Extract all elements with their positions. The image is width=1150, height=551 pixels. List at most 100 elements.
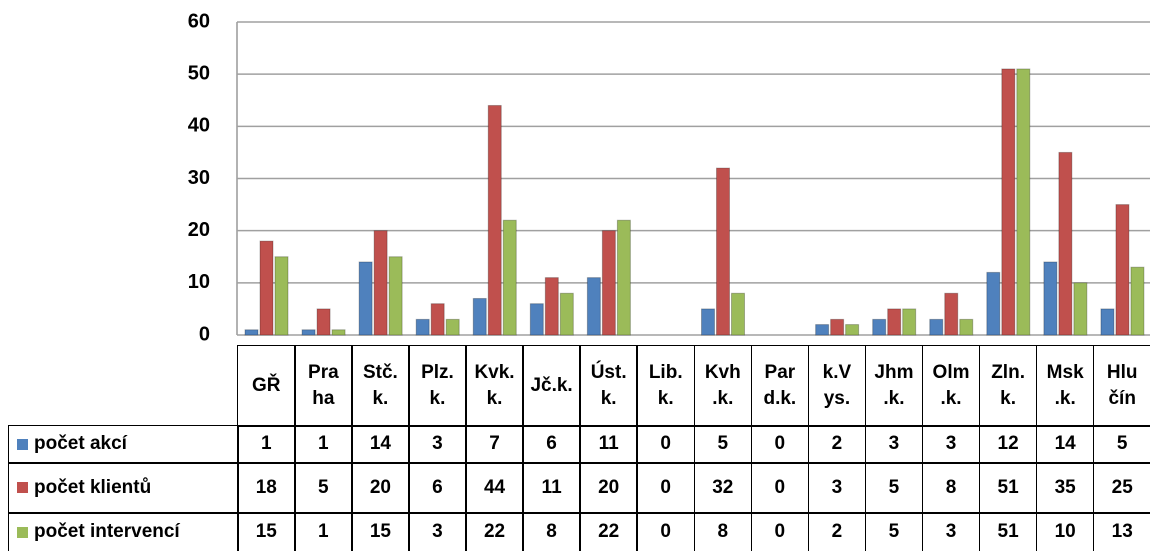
table-value: 1 bbox=[294, 425, 353, 464]
bar bbox=[902, 308, 917, 336]
table-value: 1 bbox=[294, 512, 353, 551]
table-value: 15 bbox=[351, 512, 410, 551]
table-value: 2 bbox=[807, 425, 867, 464]
category-label: Jhm .k. bbox=[864, 345, 924, 427]
bar bbox=[887, 308, 902, 336]
bar bbox=[845, 324, 860, 336]
category-label: Stč. k. bbox=[351, 345, 410, 427]
bar bbox=[959, 318, 974, 336]
table-value: 3 bbox=[408, 425, 467, 464]
bar bbox=[472, 297, 487, 336]
table-value: 3 bbox=[408, 512, 467, 551]
y-tick-label: 50 bbox=[188, 62, 210, 84]
table-value: 7 bbox=[465, 425, 524, 464]
bar bbox=[929, 318, 944, 336]
table-value: 0 bbox=[750, 462, 810, 514]
table-value: 0 bbox=[750, 512, 810, 551]
table-value: 0 bbox=[636, 512, 695, 551]
y-tick-label: 60 bbox=[188, 10, 210, 32]
table-value: 8 bbox=[522, 512, 581, 551]
category-label: Lib. k. bbox=[636, 345, 695, 427]
bar bbox=[586, 277, 601, 336]
category-label: Hlu čín bbox=[1092, 345, 1150, 427]
bar bbox=[1130, 266, 1145, 336]
table-value: 15 bbox=[237, 512, 296, 551]
y-tick-label: 0 bbox=[199, 323, 210, 345]
bar bbox=[872, 318, 887, 336]
table-value: 25 bbox=[1092, 462, 1150, 514]
table-value: 5 bbox=[1092, 425, 1150, 464]
table-value: 51 bbox=[978, 462, 1038, 514]
legend-label: počet intervencí bbox=[34, 521, 180, 543]
table-value: 6 bbox=[408, 462, 467, 514]
table-value: 5 bbox=[693, 425, 753, 464]
table-value: 44 bbox=[465, 462, 524, 514]
table-value: 6 bbox=[522, 425, 581, 464]
bar bbox=[1058, 151, 1073, 336]
category-label: Plz. k. bbox=[408, 345, 467, 427]
category-label: Zln. k. bbox=[978, 345, 1038, 427]
y-tick-label: 10 bbox=[188, 271, 210, 293]
legend-entry: počet klientů bbox=[8, 462, 239, 514]
table-value: 22 bbox=[465, 512, 524, 551]
table-value: 14 bbox=[351, 425, 410, 464]
y-tick-label: 20 bbox=[188, 219, 210, 241]
bar bbox=[331, 329, 346, 336]
bar bbox=[430, 303, 445, 336]
bar bbox=[274, 256, 289, 336]
legend-entry: počet akcí bbox=[8, 425, 239, 464]
table-value: 3 bbox=[864, 425, 924, 464]
bar bbox=[559, 292, 574, 336]
bar bbox=[373, 230, 388, 336]
table-value: 51 bbox=[978, 512, 1038, 551]
category-label: Par d.k. bbox=[750, 345, 810, 427]
bar bbox=[731, 292, 745, 336]
bar bbox=[815, 324, 830, 336]
table-value: 20 bbox=[351, 462, 410, 514]
category-label: GŘ bbox=[237, 345, 296, 427]
category-label: Msk .k. bbox=[1035, 345, 1095, 427]
table-value: 11 bbox=[522, 462, 581, 514]
table-value: 22 bbox=[579, 512, 638, 551]
table-value: 5 bbox=[294, 462, 353, 514]
bar bbox=[1100, 308, 1115, 336]
table-value: 5 bbox=[864, 462, 924, 514]
table-value: 8 bbox=[693, 512, 753, 551]
legend-entry: počet intervencí bbox=[8, 512, 239, 551]
table-value: 18 bbox=[237, 462, 296, 514]
category-label: Jč.k. bbox=[522, 345, 581, 427]
table-value: 5 bbox=[864, 512, 924, 551]
bar bbox=[316, 308, 331, 336]
category-label: Úst. k. bbox=[579, 345, 638, 427]
table-value: 11 bbox=[579, 425, 638, 464]
legend-label: počet akcí bbox=[34, 433, 127, 455]
bar bbox=[415, 318, 430, 336]
table-value: 3 bbox=[807, 462, 867, 514]
category-label: Kvh .k. bbox=[693, 345, 753, 427]
bar bbox=[1043, 261, 1058, 336]
bar bbox=[358, 261, 373, 336]
bar bbox=[944, 292, 959, 336]
bar bbox=[388, 256, 403, 336]
table-value: 32 bbox=[693, 462, 753, 514]
bar bbox=[716, 167, 730, 336]
bar bbox=[445, 318, 460, 336]
legend-key bbox=[17, 438, 28, 450]
bar bbox=[986, 271, 1001, 336]
legend-key bbox=[17, 482, 28, 494]
table-value: 20 bbox=[579, 462, 638, 514]
table-value: 0 bbox=[636, 462, 695, 514]
bar bbox=[502, 219, 517, 336]
y-tick-label: 30 bbox=[188, 167, 210, 189]
table-value: 14 bbox=[1035, 425, 1095, 464]
table-value: 1 bbox=[237, 425, 296, 464]
bar bbox=[1001, 68, 1016, 336]
y-tick-label: 40 bbox=[188, 115, 210, 137]
legend-label: počet klientů bbox=[34, 476, 152, 498]
bar bbox=[601, 230, 616, 336]
bar bbox=[1016, 68, 1031, 336]
table-value: 10 bbox=[1035, 512, 1095, 551]
bar bbox=[701, 308, 715, 336]
